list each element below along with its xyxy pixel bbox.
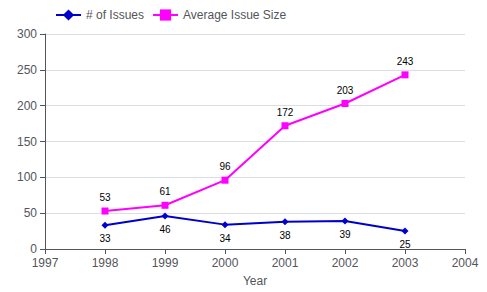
svg-text:34: 34 — [219, 233, 231, 244]
svg-text:39: 39 — [339, 229, 351, 240]
svg-text:96: 96 — [219, 161, 231, 172]
svg-text:# of Issues: # of Issues — [86, 8, 144, 22]
svg-text:2004: 2004 — [452, 256, 479, 270]
svg-text:200: 200 — [17, 99, 37, 113]
svg-text:172: 172 — [277, 107, 294, 118]
svg-text:61: 61 — [159, 186, 171, 197]
svg-text:Year: Year — [243, 274, 267, 288]
svg-text:150: 150 — [17, 135, 37, 149]
svg-text:Average Issue Size: Average Issue Size — [183, 8, 286, 22]
svg-text:203: 203 — [337, 85, 354, 96]
svg-text:53: 53 — [99, 192, 111, 203]
svg-text:250: 250 — [17, 63, 37, 77]
svg-text:46: 46 — [159, 224, 171, 235]
svg-text:243: 243 — [397, 56, 414, 67]
svg-text:1997: 1997 — [32, 256, 59, 270]
svg-text:100: 100 — [17, 170, 37, 184]
svg-text:300: 300 — [17, 27, 37, 41]
svg-text:2002: 2002 — [332, 256, 359, 270]
svg-text:2001: 2001 — [272, 256, 299, 270]
svg-text:25: 25 — [399, 239, 411, 250]
svg-text:38: 38 — [279, 230, 291, 241]
svg-text:1999: 1999 — [152, 256, 179, 270]
svg-text:1998: 1998 — [92, 256, 119, 270]
svg-text:0: 0 — [30, 242, 37, 256]
svg-text:2003: 2003 — [392, 256, 419, 270]
svg-text:33: 33 — [99, 233, 111, 244]
svg-text:50: 50 — [24, 206, 38, 220]
svg-text:2000: 2000 — [212, 256, 239, 270]
